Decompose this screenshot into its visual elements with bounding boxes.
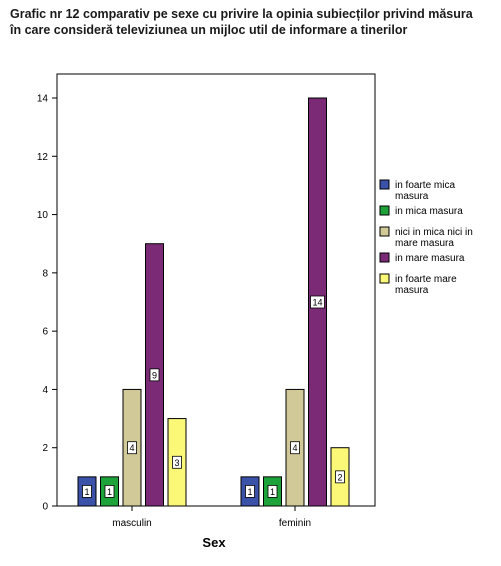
legend-swatch — [379, 273, 390, 284]
data-label-box — [335, 470, 345, 484]
data-label-box — [245, 485, 255, 498]
plot-area-frame — [56, 73, 376, 507]
x-axis: masculin feminin — [112, 506, 311, 529]
legend-label: in foarte mica masura — [395, 180, 455, 202]
y-tick-label: 6 — [42, 327, 48, 338]
data-label: 9 — [152, 370, 157, 380]
legend-swatch — [379, 179, 390, 190]
y-axis: 0 2 4 6 8 10 12 14 — [37, 94, 57, 513]
data-label-box — [290, 441, 300, 455]
data-label-box — [267, 485, 278, 498]
data-label: 1 — [247, 487, 252, 497]
data-label: 1 — [270, 487, 275, 497]
data-label: 1 — [84, 487, 89, 497]
data-label-box — [310, 295, 325, 309]
y-tick-label: 2 — [42, 443, 48, 454]
data-label-box — [104, 485, 115, 498]
data-label: 1 — [107, 487, 112, 497]
x-category-label: feminin — [279, 518, 311, 529]
data-label-box — [172, 455, 182, 469]
chart-title: Grafic nr 12 comparativ pe sexe cu privi… — [10, 7, 473, 37]
y-tick-label: 0 — [42, 502, 48, 513]
y-tick-label: 12 — [37, 152, 49, 163]
data-label-box — [82, 485, 92, 498]
y-tick-label: 8 — [42, 268, 48, 279]
data-label: 4 — [129, 443, 134, 453]
data-label: 3 — [174, 458, 179, 468]
legend-label: in foarte mare masura — [395, 274, 457, 296]
legend-label: in mare masura — [395, 253, 465, 264]
y-tick-label: 4 — [42, 385, 48, 396]
data-label-box — [127, 441, 137, 455]
y-tick-label: 14 — [37, 94, 49, 105]
x-axis-title: Sex — [202, 535, 226, 550]
data-label: 2 — [337, 472, 342, 482]
legend-swatch — [379, 205, 390, 216]
y-tick-label: 10 — [37, 210, 49, 221]
x-category-label: masculin — [112, 518, 151, 529]
data-label: 4 — [292, 443, 297, 453]
legend: in foarte mica masura in mica masura nici i… — [379, 179, 473, 296]
data-label: 14 — [312, 298, 322, 308]
legend-swatch — [379, 226, 390, 237]
legend-label: nici in mica nici in mare masura — [395, 227, 473, 249]
legend-swatch — [379, 252, 390, 263]
legend-label: in mica masura — [395, 206, 463, 217]
data-label-box — [149, 368, 160, 382]
